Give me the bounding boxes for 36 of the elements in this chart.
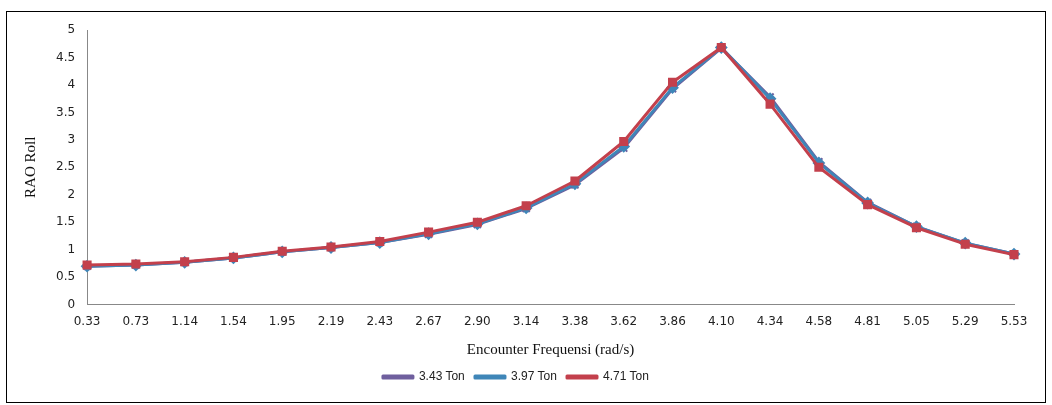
x-tick-label: 3.14 <box>512 313 540 328</box>
x-tick-label: 0.73 <box>122 313 150 328</box>
x-tick-label: 3.38 <box>561 313 589 328</box>
y-tick-label: 1.5 <box>55 214 76 229</box>
x-tick-label: 1.54 <box>220 313 247 328</box>
x-tick-label: 5.29 <box>951 313 979 328</box>
y-tick-label: 0.5 <box>55 269 76 284</box>
x-tick-label: 1.95 <box>268 313 296 328</box>
x-tick-label: 1.14 <box>171 313 199 328</box>
legend-label: 4.71 Ton <box>603 369 649 384</box>
x-tick-label: 2.43 <box>366 313 394 328</box>
x-tick-label: 4.10 <box>707 313 735 328</box>
x-tick-label: 2.67 <box>415 313 442 328</box>
legend-label: 3.43 Ton <box>418 369 465 384</box>
x-tick-label: 5.53 <box>1000 313 1028 328</box>
x-axis-title: Encounter Frequensi (rad/s) <box>466 340 635 358</box>
y-axis-title: RAO Roll <box>21 136 38 198</box>
x-tick-label: 3.86 <box>659 313 686 328</box>
x-tick-label: 0.33 <box>73 313 101 328</box>
x-tick-label: 3.62 <box>610 313 638 328</box>
y-tick-label: 2 <box>67 186 76 201</box>
y-tick-label: 4 <box>67 77 76 92</box>
x-tick-label: 4.34 <box>756 313 784 328</box>
x-tick-label: 4.58 <box>805 313 833 328</box>
y-tick-label: 4.5 <box>55 49 76 64</box>
x-tick-label: 4.81 <box>854 313 881 328</box>
legend-label: 3.97 Ton <box>510 369 557 384</box>
y-tick-label: 1 <box>67 241 76 256</box>
x-tick-label: 5.05 <box>903 313 930 328</box>
y-tick-label: 3 <box>67 131 76 146</box>
y-tick-label: 5 <box>67 22 76 37</box>
x-tick-label: 2.90 <box>464 313 491 328</box>
y-tick-label: 0 <box>67 296 76 311</box>
x-tick-label: 2.19 <box>317 313 345 328</box>
y-tick-label: 3.5 <box>55 104 76 119</box>
y-tick-label: 2.5 <box>55 159 76 174</box>
